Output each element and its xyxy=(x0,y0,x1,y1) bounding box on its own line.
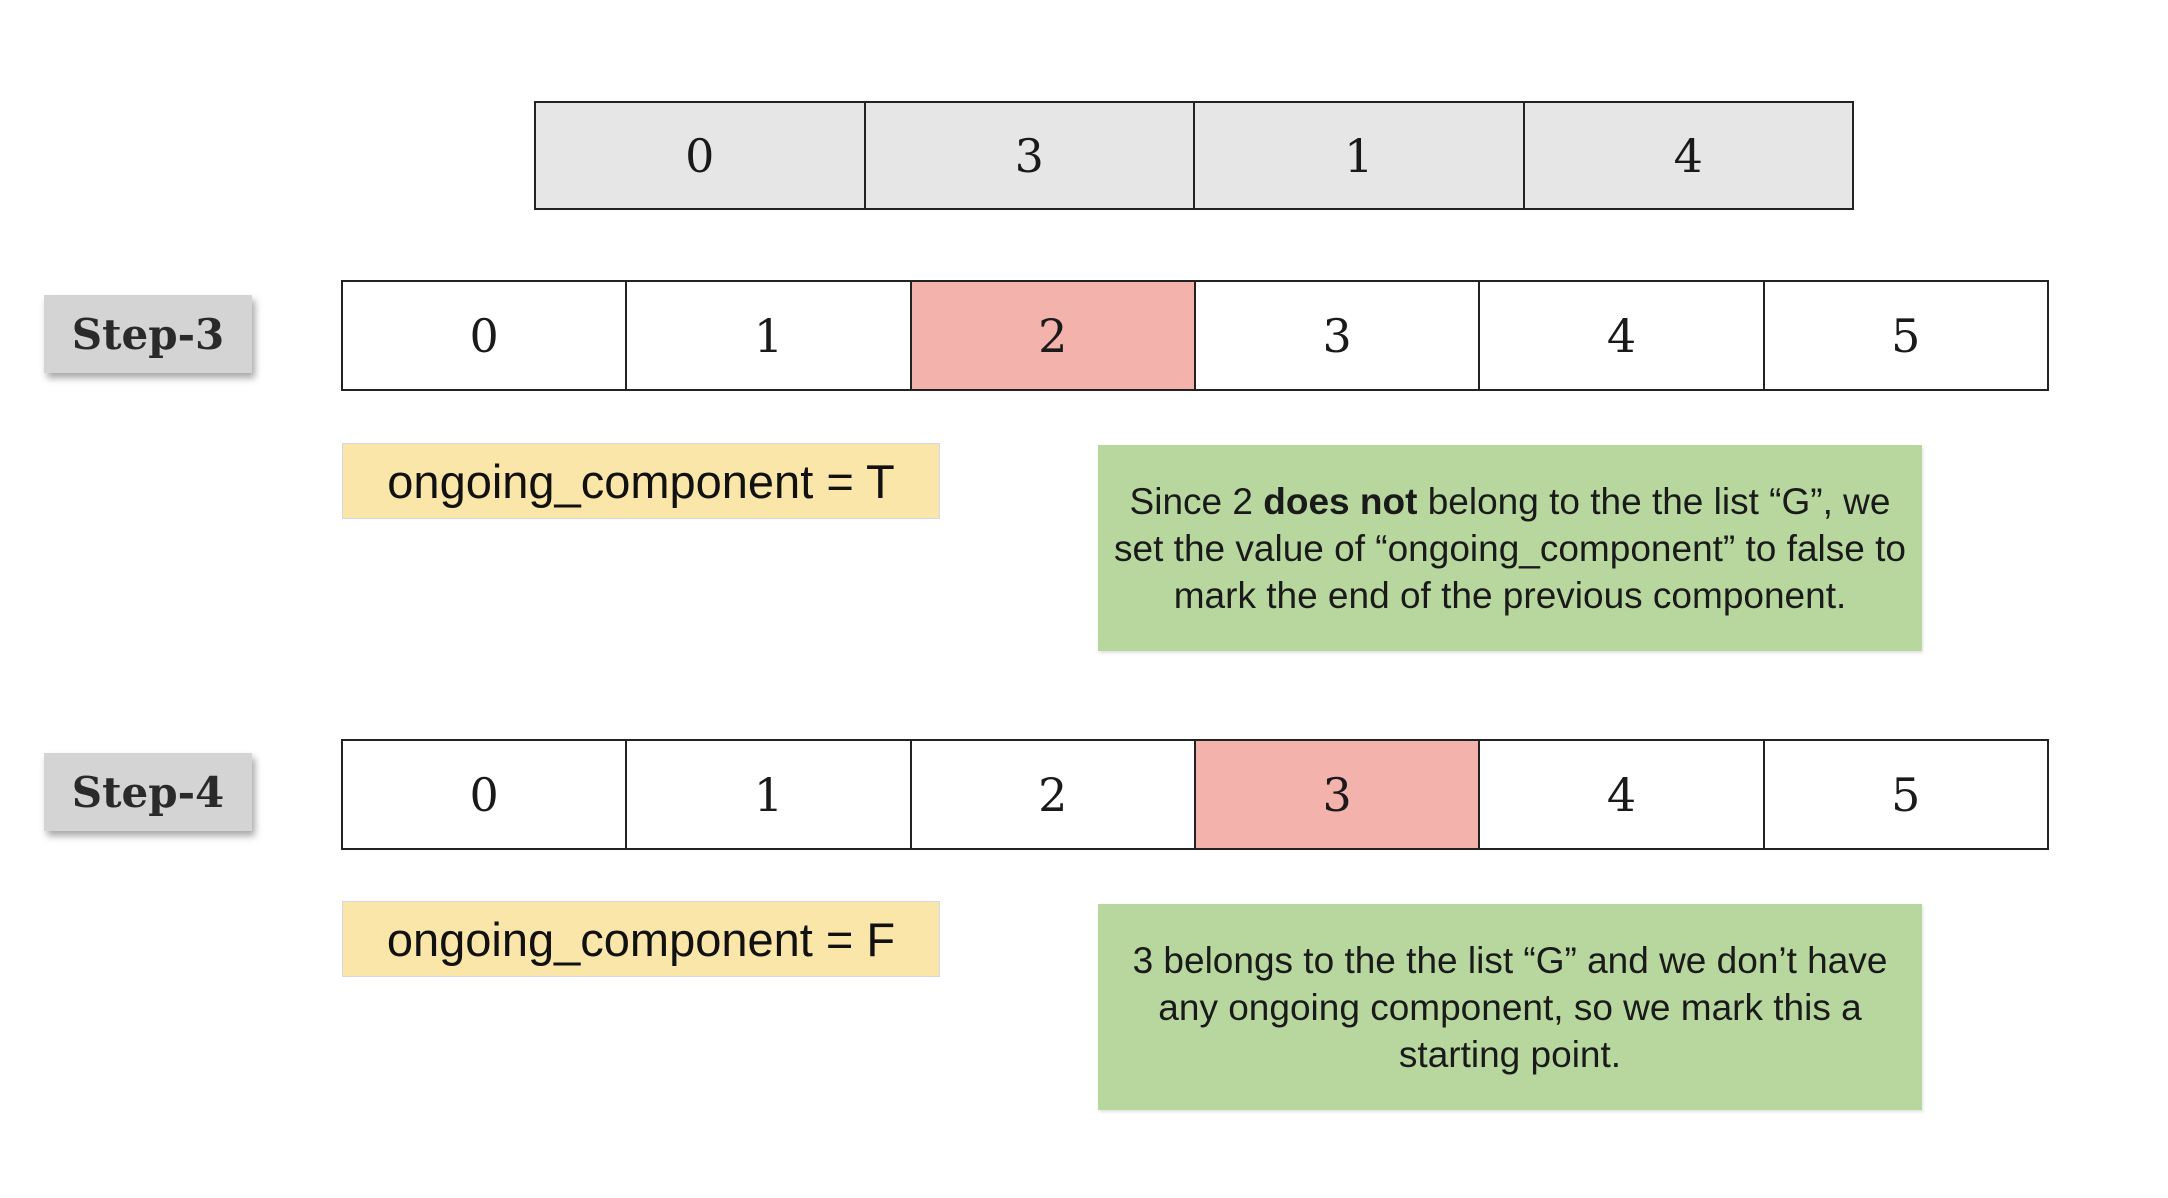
index-cell: 4 xyxy=(1480,282,1765,389)
top-array: 0 3 1 4 xyxy=(534,101,1854,210)
step-4-index-array: 0 1 2 3 4 5 xyxy=(341,739,2049,850)
step-3-label: Step-3 xyxy=(44,295,252,373)
top-array-cell: 4 xyxy=(1524,103,1852,208)
step-4-label: Step-4 xyxy=(44,753,252,831)
index-cell: 0 xyxy=(343,741,628,848)
index-cell: 0 xyxy=(343,282,628,389)
step-3-note-text: Since 2 does not belong to the the list … xyxy=(1114,480,1906,616)
index-cell: 5 xyxy=(1764,741,2047,848)
step-4-status: ongoing_component = F xyxy=(342,901,940,977)
index-cell-highlighted: 2 xyxy=(911,282,1196,389)
index-cell: 3 xyxy=(1195,282,1481,389)
emphasis: does not xyxy=(1263,480,1418,522)
step-3-status: ongoing_component = T xyxy=(342,443,940,519)
step-4-note-text: 3 belongs to the the list “G” and we don… xyxy=(1132,939,1888,1075)
index-cell: 1 xyxy=(627,282,912,389)
step-3-note: Since 2 does not belong to the the list … xyxy=(1098,445,1922,651)
index-cell: 2 xyxy=(911,741,1196,848)
index-cell: 1 xyxy=(627,741,912,848)
top-array-cell: 0 xyxy=(536,103,866,208)
step-4-note: 3 belongs to the the list “G” and we don… xyxy=(1098,904,1922,1110)
top-array-cell: 1 xyxy=(1195,103,1525,208)
index-cell-highlighted: 3 xyxy=(1195,741,1481,848)
step-3-index-array: 0 1 2 3 4 5 xyxy=(341,280,2049,391)
top-array-cell: 3 xyxy=(865,103,1195,208)
index-cell: 4 xyxy=(1480,741,1765,848)
index-cell: 5 xyxy=(1764,282,2047,389)
